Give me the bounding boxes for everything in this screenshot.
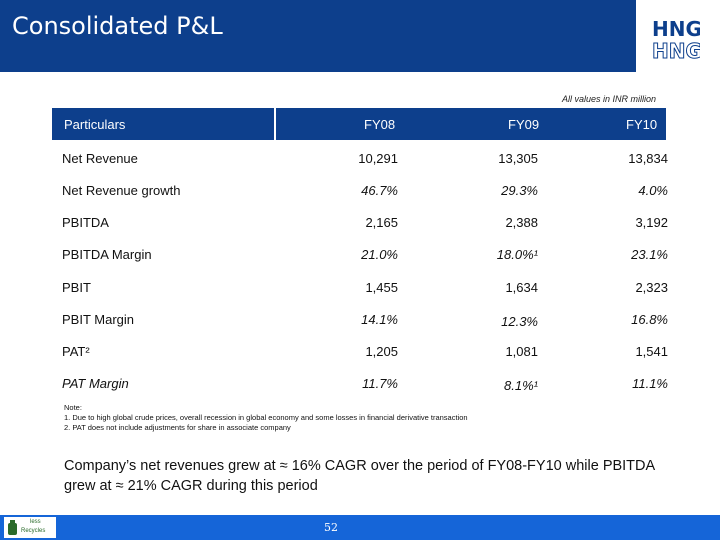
table-row: PBIT 1,455 1,634 2,323 [62,280,668,300]
logo-text-top: HNG [652,17,700,41]
table-row: PBIT Margin 14.1% 12.3% 16.8% [62,312,668,332]
cell-fy08: 46.7% [361,183,398,198]
cell-fy09: 1,634 [505,280,538,295]
cell-fy09: 13,305 [498,151,538,166]
row-label: PBIT [62,280,91,295]
cell-fy10: 23.1% [631,247,668,262]
cell-fy08: 11.7% [362,376,398,391]
cell-fy10: 3,192 [635,215,668,230]
header-particulars: Particulars [64,117,126,132]
footer-bar [0,515,720,540]
footnotes: Note: 1. Due to high global crude prices… [64,403,468,433]
title-bar: Consolidated P&L [0,0,636,72]
header-fy10: FY10 [626,117,658,132]
header-fy09: FY09 [508,117,540,132]
cell-fy09: 2,388 [505,215,538,230]
cell-fy09: 18.0%¹ [496,247,538,262]
cell-fy10: 2,323 [635,280,668,295]
row-label: PAT² [62,344,90,359]
note-2: 2. PAT does not include adjustments for … [64,423,291,432]
cell-fy10: 1,541 [635,344,668,359]
recycle-icon [8,520,17,535]
row-label: Net Revenue growth [62,183,181,198]
table-row: PBITDA 2,165 2,388 3,192 [62,215,668,235]
table-row: PAT² 1,205 1,081 1,541 [62,344,668,364]
eco-badge-line1: less [30,519,41,525]
row-label: PBITDA Margin [62,247,152,262]
cell-fy08: 1,455 [365,280,398,295]
cell-fy09: 1,081 [505,344,538,359]
slide-title: Consolidated P&L [12,12,223,40]
cell-fy10: 4.0% [638,183,668,198]
cell-fy09: 8.1%¹ [504,378,538,393]
cell-fy09: 12.3% [501,314,538,329]
page-number: 52 [324,521,338,534]
cell-fy08: 10,291 [358,151,398,166]
row-label: Net Revenue [62,151,138,166]
table-row: Net Revenue 10,291 13,305 13,834 [62,151,668,171]
cell-fy08: 2,165 [365,215,398,230]
eco-badge: less Recycles [4,517,56,538]
note-1: 1. Due to high global crude prices, over… [64,413,468,422]
cell-fy10: 13,834 [628,151,668,166]
cell-fy10: 16.8% [631,312,668,327]
cell-fy10: 11.1% [632,376,668,391]
header-particulars-cell: Particulars [52,108,274,140]
units-note: All values in INR million [561,94,656,104]
cell-fy08: 21.0% [361,247,398,262]
header-years-cell: FY08 FY09 FY10 [276,108,666,140]
row-label: PBIT Margin [62,312,135,327]
table-row: Net Revenue growth 46.7% 29.3% 4.0% [62,183,668,203]
header-fy08: FY08 [364,117,396,132]
notes-heading: Note: [64,403,82,412]
row-label: PBITDA [62,215,109,230]
table-row: PBITDA Margin 21.0% 18.0%¹ 23.1% [62,247,668,267]
cell-fy08: 14.1% [361,312,398,327]
eco-badge-line2: Recycles [21,528,46,534]
hng-logo: HNG HNG [652,17,701,62]
logo-text-bottom: HNG [652,39,700,62]
cell-fy09: 29.3% [501,183,538,198]
table-row: PAT Margin 11.7% 8.1%¹ 11.1% [62,376,668,396]
cell-fy08: 1,205 [365,344,398,359]
summary-text: Company’s net revenues grew at ≈ 16% CAG… [64,458,655,494]
row-label: PAT Margin [62,376,129,391]
